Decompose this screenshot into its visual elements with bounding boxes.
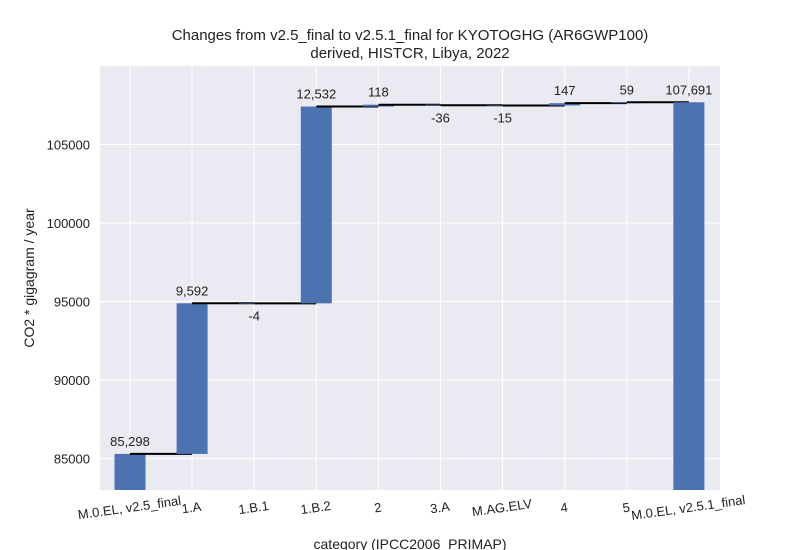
value-label: 85,298: [110, 434, 150, 449]
y-tick-label: 95000: [54, 295, 90, 310]
value-label: -4: [248, 308, 260, 323]
x-tick-label: M.0.EL, v2.5_final: [77, 493, 182, 522]
y-axis-label: CO2 * gigagram / year: [21, 208, 37, 348]
value-label: 9,592: [176, 283, 209, 298]
y-tick-label: 90000: [54, 373, 90, 388]
value-label: 59: [620, 82, 634, 97]
value-label: -15: [493, 110, 512, 125]
value-label: 118: [368, 85, 389, 100]
bar: [176, 303, 208, 454]
value-label: 12,532: [296, 87, 336, 102]
x-tick-label: 1.B.1: [237, 498, 269, 517]
value-label: 107,691: [665, 82, 712, 97]
x-tick-label: 2: [373, 500, 382, 516]
x-axis-label: category (IPCC2006_PRIMAP): [314, 536, 507, 550]
value-label: 147: [554, 83, 576, 98]
bar: [300, 106, 332, 304]
bar: [114, 453, 146, 490]
x-tick-label: 3.A: [429, 499, 451, 517]
x-tick-label: 1.B.2: [300, 498, 332, 517]
y-tick-label: 105000: [47, 138, 90, 153]
chart-subtitle: derived, HISTCR, Libya, 2022: [310, 45, 509, 62]
x-tick-label: M.0.EL, v2.5.1_final: [630, 492, 746, 523]
y-tick-label: 85000: [54, 452, 90, 467]
bar: [487, 105, 519, 106]
y-tick-label: 100000: [47, 216, 90, 231]
x-tick-label: M.AG.ELV: [471, 496, 533, 519]
bar: [673, 102, 705, 490]
x-tick-label: 1.A: [181, 499, 203, 517]
value-label: -36: [431, 110, 450, 125]
x-tick-label: 5: [622, 500, 631, 516]
x-tick-label: 4: [559, 500, 568, 516]
bar: [549, 103, 581, 106]
chart-title: Changes from v2.5_final to v2.5.1_final …: [172, 27, 649, 44]
